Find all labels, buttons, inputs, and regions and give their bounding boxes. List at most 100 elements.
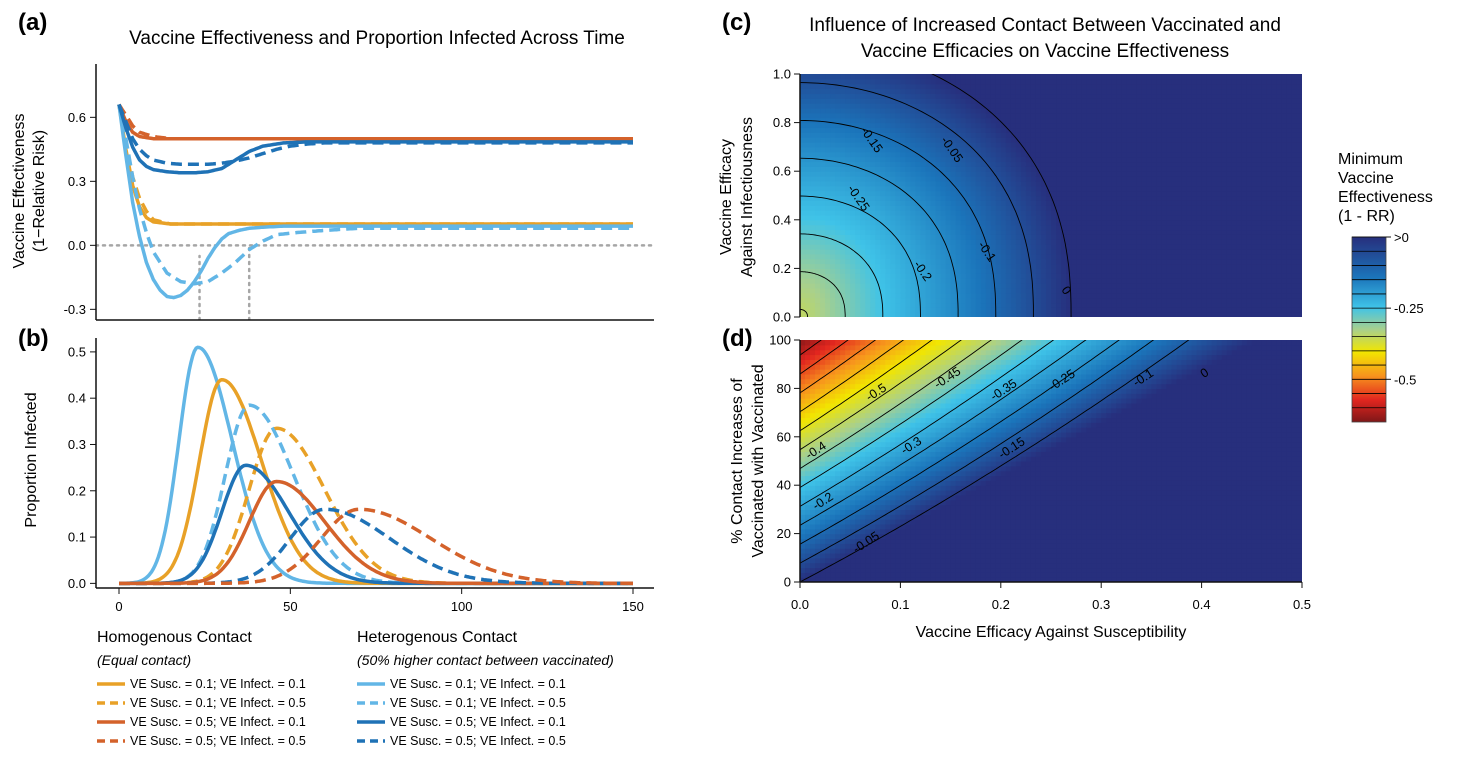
heatmap-cell	[1066, 205, 1072, 211]
heatmap-cell	[1286, 93, 1293, 99]
heatmap-cell	[955, 302, 962, 308]
heatmap-cell	[920, 248, 927, 255]
heatmap-cell	[935, 93, 942, 99]
heatmap-cell	[1266, 151, 1273, 158]
heatmap-cell	[965, 176, 972, 182]
heatmap-cell	[1286, 297, 1293, 304]
heatmap-cell	[1101, 161, 1107, 167]
heatmap-cell	[980, 171, 987, 177]
heatmap-cell	[820, 74, 826, 80]
heatmap-cell	[1276, 195, 1283, 201]
heatmap-cell	[1151, 88, 1158, 95]
heatmap-cell	[935, 127, 942, 133]
heatmap-cell	[830, 161, 836, 167]
heatmap-cell	[1166, 151, 1173, 158]
heatmap-cell	[1281, 180, 1288, 187]
heatmap-cell	[820, 219, 826, 226]
heatmap-cell	[1201, 88, 1208, 95]
heatmap-cell	[935, 156, 942, 163]
heatmap-cell	[875, 185, 881, 192]
heatmap-cell	[1166, 248, 1173, 255]
heatmap-cell	[825, 239, 831, 245]
heatmap-cell	[1156, 219, 1163, 226]
heatmap-cell	[1045, 258, 1052, 265]
heatmap-cell	[860, 210, 866, 216]
heatmap-cell	[885, 98, 891, 104]
heatmap-cell	[1131, 273, 1137, 279]
heatmap-cell	[1281, 273, 1288, 279]
heatmap-cell	[1181, 137, 1188, 143]
heatmap-cell	[1096, 268, 1102, 274]
heatmap-cell	[850, 297, 856, 304]
heatmap-cell	[935, 239, 942, 245]
heatmap-cell	[1116, 127, 1122, 133]
heatmap-cell	[935, 88, 942, 95]
heatmap-cell	[820, 229, 826, 235]
heatmap-cell	[1091, 142, 1097, 148]
heatmap-cell	[1196, 214, 1203, 221]
heatmap-cell	[1156, 142, 1163, 148]
heatmap-cell	[1131, 166, 1137, 172]
heatmap-cell	[1261, 83, 1268, 90]
heatmap-cell	[1101, 234, 1107, 240]
heatmap-cell	[1221, 88, 1228, 95]
heatmap-cell	[1121, 258, 1127, 265]
heatmap-cell	[960, 219, 967, 226]
heatmap-cell	[990, 234, 997, 240]
heatmap-cell	[1271, 307, 1278, 313]
heatmap-cell	[945, 214, 952, 221]
heatmap-cell	[970, 156, 977, 163]
heatmap-cell	[980, 190, 987, 197]
heatmap-cell	[960, 307, 967, 313]
heatmap-cell	[1091, 263, 1097, 269]
heatmap-cell	[1030, 103, 1037, 109]
heatmap-cell	[1015, 210, 1022, 216]
heatmap-cell	[1271, 302, 1278, 308]
heatmap-cell	[1171, 171, 1178, 177]
heatmap-cell	[1111, 180, 1117, 187]
heatmap-cell	[975, 253, 982, 260]
heatmap-cell	[875, 74, 881, 80]
heatmap-cell	[1286, 302, 1293, 308]
heatmap-cell	[1156, 210, 1163, 216]
heatmap-cell	[895, 292, 901, 299]
heatmap-cell	[1121, 214, 1127, 221]
heatmap-cell	[985, 282, 992, 289]
heatmap-cell	[1206, 210, 1213, 216]
heatmap-cell	[1236, 214, 1243, 221]
heatmap-cell	[1061, 302, 1067, 308]
heatmap-cell	[1261, 312, 1268, 317]
heatmap-cell	[805, 171, 811, 177]
heatmap-cell	[930, 297, 937, 304]
heatmap-cell	[875, 239, 881, 245]
heatmap-cell	[950, 282, 957, 289]
heatmap-cell	[1116, 112, 1122, 119]
heatmap-cell	[1216, 200, 1223, 206]
heatmap-cell	[1196, 132, 1203, 138]
heatmap-cell	[835, 273, 841, 279]
heatmap-cell	[1266, 229, 1273, 235]
heatmap-cell	[1266, 74, 1273, 80]
heatmap-cell	[865, 224, 871, 231]
heatmap-cell	[970, 297, 977, 304]
heatmap-cell	[800, 137, 806, 143]
heatmap-cell	[1071, 171, 1077, 177]
heatmap-cell	[955, 117, 962, 124]
heatmap-cell	[1221, 83, 1228, 90]
heatmap-cell	[855, 132, 861, 138]
heatmap-cell	[955, 297, 962, 304]
panel-a-title: Vaccine Effectiveness and Proportion Inf…	[129, 28, 625, 49]
heatmap-cell	[900, 248, 907, 255]
heatmap-cell	[1141, 258, 1147, 265]
heatmap-cell	[1126, 287, 1132, 294]
heatmap-cell	[935, 219, 942, 226]
heatmap-cell	[800, 224, 806, 231]
heatmap-cell	[1146, 103, 1152, 109]
heatmap-cell	[920, 185, 927, 192]
heatmap-cell	[955, 122, 962, 129]
heatmap-cell	[1061, 248, 1067, 255]
heatmap-cell	[1051, 103, 1057, 109]
heatmap-cell	[1126, 137, 1132, 143]
heatmap-cell	[875, 282, 881, 289]
heatmap-cell	[1045, 166, 1052, 172]
